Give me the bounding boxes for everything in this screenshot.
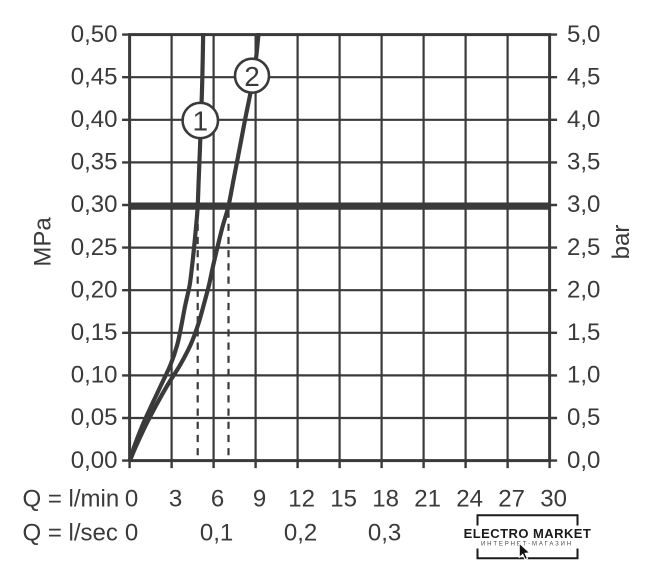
svg-text:2,0: 2,0 xyxy=(567,276,600,303)
svg-text:0,3: 0,3 xyxy=(368,520,401,547)
svg-text:0,25: 0,25 xyxy=(71,234,118,261)
svg-text:4,5: 4,5 xyxy=(567,63,600,90)
svg-text:3,0: 3,0 xyxy=(567,191,600,218)
svg-text:Q = l/min: Q = l/min xyxy=(23,486,120,513)
svg-text:6: 6 xyxy=(211,486,224,513)
svg-text:4,0: 4,0 xyxy=(567,106,600,133)
svg-text:0,10: 0,10 xyxy=(71,362,118,389)
svg-text:MPa: MPa xyxy=(30,217,57,267)
svg-text:0: 0 xyxy=(125,486,138,513)
svg-text:0,00: 0,00 xyxy=(71,447,118,474)
svg-text:1,5: 1,5 xyxy=(567,319,600,346)
svg-text:5,0: 5,0 xyxy=(567,21,600,48)
svg-text:ELECTRO MARKET: ELECTRO MARKET xyxy=(464,526,592,541)
svg-text:0,5: 0,5 xyxy=(567,404,600,431)
svg-text:21: 21 xyxy=(414,486,441,513)
svg-text:0: 0 xyxy=(125,520,138,547)
svg-text:0,0: 0,0 xyxy=(567,447,600,474)
svg-text:ИНТЕРНЕТ-МАГАЗИН: ИНТЕРНЕТ-МАГАЗИН xyxy=(481,541,573,547)
svg-text:0,20: 0,20 xyxy=(71,276,118,303)
svg-text:0,40: 0,40 xyxy=(71,106,118,133)
svg-text:2,5: 2,5 xyxy=(567,234,600,261)
svg-text:12: 12 xyxy=(288,486,315,513)
svg-text:1,0: 1,0 xyxy=(567,362,600,389)
svg-text:3: 3 xyxy=(169,486,182,513)
svg-text:bar: bar xyxy=(608,225,635,260)
svg-text:3,5: 3,5 xyxy=(567,149,600,176)
svg-text:18: 18 xyxy=(372,486,399,513)
svg-text:Q = l/sec: Q = l/sec xyxy=(23,520,118,547)
svg-text:0,35: 0,35 xyxy=(71,149,118,176)
svg-text:27: 27 xyxy=(498,486,525,513)
svg-text:0,45: 0,45 xyxy=(71,63,118,90)
svg-text:0,05: 0,05 xyxy=(71,404,118,431)
svg-text:30: 30 xyxy=(540,486,567,513)
svg-text:1: 1 xyxy=(193,106,209,137)
svg-text:0,2: 0,2 xyxy=(284,520,317,547)
svg-text:24: 24 xyxy=(456,486,483,513)
svg-text:9: 9 xyxy=(253,486,266,513)
svg-text:0,15: 0,15 xyxy=(71,319,118,346)
svg-text:15: 15 xyxy=(330,486,357,513)
svg-text:0,1: 0,1 xyxy=(200,520,233,547)
svg-text:2: 2 xyxy=(244,61,260,92)
svg-text:0,50: 0,50 xyxy=(71,21,118,48)
svg-text:0,30: 0,30 xyxy=(71,191,118,218)
